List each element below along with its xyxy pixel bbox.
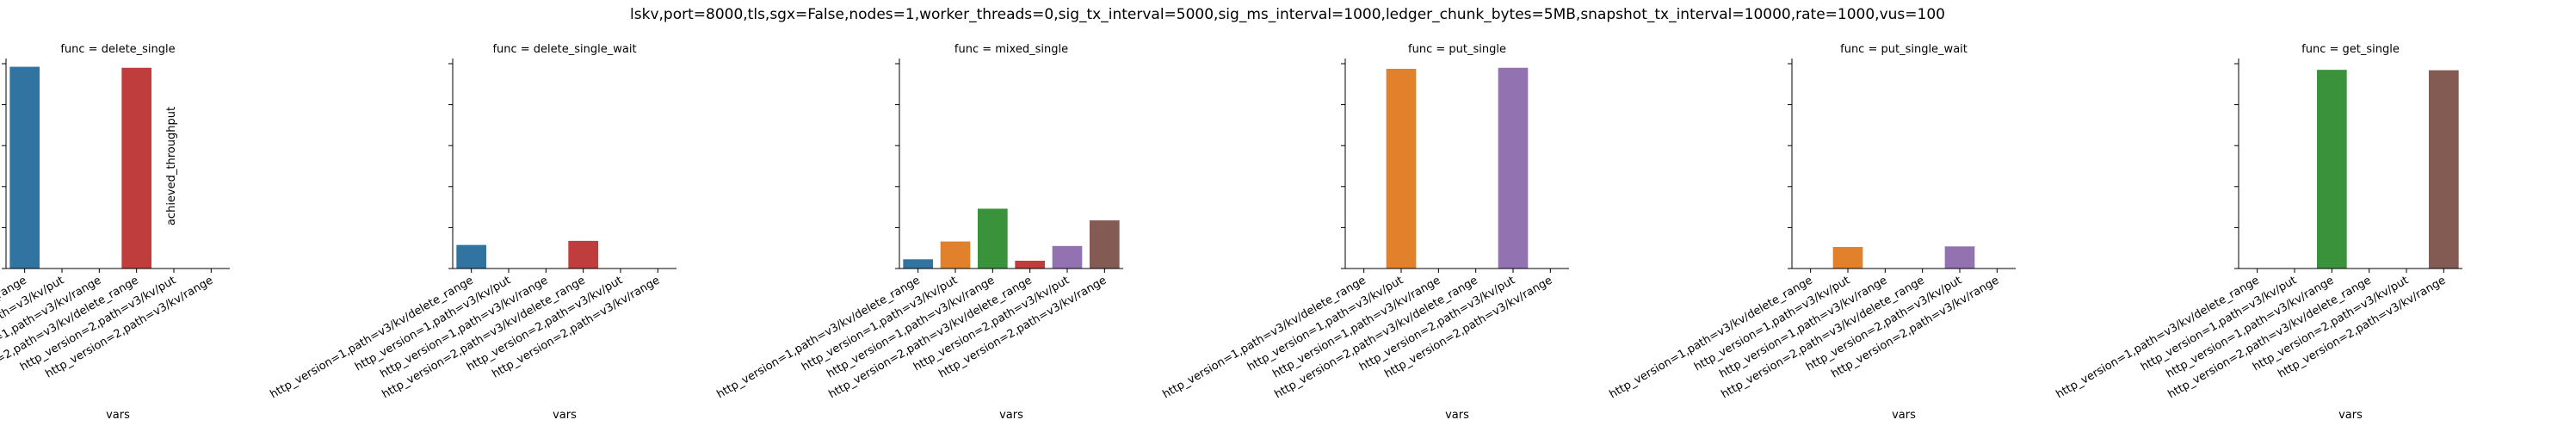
bar-1-0: [456, 244, 486, 269]
panel-title: func = mixed_single: [954, 43, 1068, 56]
panel-title: func = get_single: [2301, 43, 2400, 56]
x-axis-label: vars: [106, 409, 130, 422]
bar-2-2: [978, 208, 1008, 269]
bar-0-0: [9, 66, 40, 269]
bar-3-1: [1386, 68, 1417, 269]
panel-4: func = put_single_waithttp_version=1,pat…: [1608, 43, 2016, 422]
chart-suptitle: lskv,port=8000,tls,sgx=False,nodes=1,wor…: [630, 6, 1945, 23]
x-axis-label: vars: [553, 409, 577, 422]
bar-3-4: [1498, 67, 1529, 269]
bar-5-5: [2429, 70, 2459, 269]
bar-2-0: [903, 259, 933, 269]
x-axis-label: vars: [1892, 409, 1916, 422]
panel-5: func = get_singlehttp_version=1,path=v3/…: [2054, 43, 2462, 422]
x-axis-label: vars: [2338, 409, 2363, 422]
panel-3: func = put_singlehttp_version=1,path=v3/…: [1161, 43, 1569, 422]
bar-2-3: [1015, 260, 1045, 269]
bar-1-3: [568, 240, 598, 269]
bar-2-1: [940, 241, 971, 269]
bar-0-3: [121, 67, 151, 269]
bar-4-1: [1832, 247, 1863, 269]
bar-2-5: [1090, 220, 1120, 269]
x-axis-label: vars: [1445, 409, 1469, 422]
bar-4-4: [1944, 246, 1975, 269]
panel-title: func = delete_single_wait: [492, 43, 636, 56]
panel-title: func = put_single_wait: [1840, 43, 1968, 56]
panel-2: func = mixed_singlehttp_version=1,path=v…: [715, 43, 1123, 422]
bar-5-2: [2317, 70, 2347, 269]
panel-0: func = delete_single02004006008001000htt…: [0, 43, 230, 422]
panel-1: func = delete_single_waithttp_version=1,…: [269, 43, 676, 422]
bar-2-4: [1052, 245, 1083, 269]
panel-title: func = put_single: [1408, 43, 1506, 56]
panels-group: func = delete_single02004006008001000htt…: [0, 43, 2462, 422]
x-axis-label: vars: [999, 409, 1023, 422]
panel-title: func = delete_single: [60, 43, 175, 56]
y-axis-label: achieved_throughput: [165, 107, 178, 225]
